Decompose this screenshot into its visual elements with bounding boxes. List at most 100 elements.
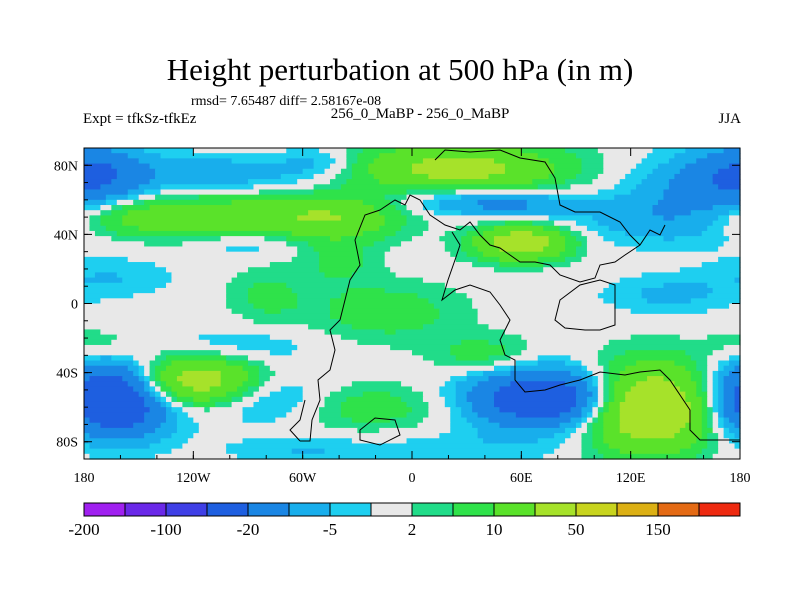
- field-cell: [734, 396, 741, 403]
- field-cell: [718, 246, 741, 253]
- field-cell: [84, 329, 101, 336]
- field-cell: [718, 422, 725, 429]
- field-cell: [144, 370, 151, 377]
- field-cell: [455, 381, 479, 388]
- field-cell: [84, 210, 101, 216]
- field-cell: [477, 319, 741, 325]
- field-cell: [592, 215, 665, 222]
- field-cell: [554, 220, 577, 227]
- field-cell: [444, 401, 457, 408]
- field-cell: [297, 215, 342, 222]
- field-cell: [483, 251, 561, 258]
- field-cell: [324, 448, 555, 455]
- field-cell: [690, 401, 703, 408]
- field-cell: [597, 350, 626, 356]
- field-cell: [84, 251, 298, 258]
- field-cell: [84, 427, 156, 434]
- field-cell: [226, 360, 249, 367]
- field-cell: [592, 179, 621, 185]
- field-cell: [291, 350, 413, 356]
- field-cell: [526, 344, 604, 351]
- field-cell: [483, 370, 511, 377]
- field-cell: [586, 241, 615, 248]
- field-cell: [84, 401, 145, 408]
- field-cell: [614, 391, 626, 398]
- field-cell: [718, 391, 725, 398]
- field-cell: [679, 267, 741, 273]
- field-cell: [89, 225, 107, 232]
- field-cell: [734, 422, 741, 429]
- field-cell: [330, 163, 347, 170]
- field-cell: [537, 153, 577, 159]
- field-cell: [614, 396, 626, 403]
- field-cell: [647, 376, 665, 382]
- field-cell: [84, 158, 140, 165]
- field-cell: [291, 230, 364, 237]
- field-cell: [160, 422, 178, 429]
- field-cell: [127, 256, 293, 263]
- field-cell: [384, 329, 397, 336]
- field-cell: [127, 210, 309, 216]
- field-cell: [663, 194, 741, 201]
- field-cell: [729, 236, 741, 242]
- field-cell: [330, 236, 342, 242]
- field-cell: [455, 386, 473, 393]
- field-cell: [155, 365, 167, 372]
- field-cell: [477, 427, 566, 434]
- field-cell: [111, 163, 151, 170]
- field-cell: [488, 417, 572, 424]
- field-cell: [100, 215, 123, 222]
- field-cell: [133, 370, 140, 377]
- field-cell: [84, 246, 227, 253]
- field-cell: [734, 277, 741, 284]
- field-cell: [581, 448, 599, 455]
- field-cell: [84, 220, 91, 227]
- field-cell: [340, 386, 413, 393]
- field-cell: [149, 376, 156, 382]
- field-cell: [231, 401, 255, 408]
- field-cell: [630, 168, 654, 175]
- field-cell: [559, 225, 572, 232]
- colorbar-swatch: [329, 502, 372, 517]
- field-cell: [576, 427, 588, 434]
- field-cell: [668, 158, 697, 165]
- field-cell: [674, 433, 703, 439]
- field-cell: [209, 386, 238, 393]
- field-cell: [477, 246, 501, 253]
- field-cell: [663, 282, 708, 289]
- field-cell: [346, 153, 358, 159]
- field-cell: [723, 433, 736, 439]
- field-cell: [133, 386, 145, 393]
- field-cell: [122, 376, 140, 382]
- field-cell: [116, 173, 156, 180]
- field-cell: [570, 262, 703, 268]
- field-cell: [576, 391, 593, 398]
- field-cell: [160, 438, 189, 445]
- field-cell: [718, 412, 725, 419]
- field-cell: [701, 262, 741, 268]
- field-cell: [597, 293, 643, 299]
- field-cell: [84, 298, 101, 305]
- field-cell: [313, 163, 331, 170]
- field-cell: [674, 215, 719, 222]
- field-cell: [559, 422, 577, 429]
- field-cell: [608, 365, 626, 372]
- field-cell: [368, 163, 413, 170]
- field-cell: [712, 370, 719, 377]
- field-cell: [226, 303, 255, 310]
- field-cell: [570, 225, 588, 232]
- field-cell: [685, 396, 703, 403]
- field-cell: [127, 189, 145, 196]
- field-cell: [499, 246, 544, 253]
- field-cell: [581, 417, 588, 424]
- field-cell: [302, 168, 326, 175]
- field-cell: [269, 391, 304, 398]
- field-cell: [630, 433, 675, 439]
- field-cell: [198, 422, 326, 429]
- field-cell: [84, 272, 96, 279]
- colorbar-swatch: [206, 502, 249, 517]
- field-cell: [712, 391, 719, 398]
- field-cell: [105, 194, 129, 201]
- field-cell: [100, 422, 134, 429]
- field-cell: [166, 365, 244, 372]
